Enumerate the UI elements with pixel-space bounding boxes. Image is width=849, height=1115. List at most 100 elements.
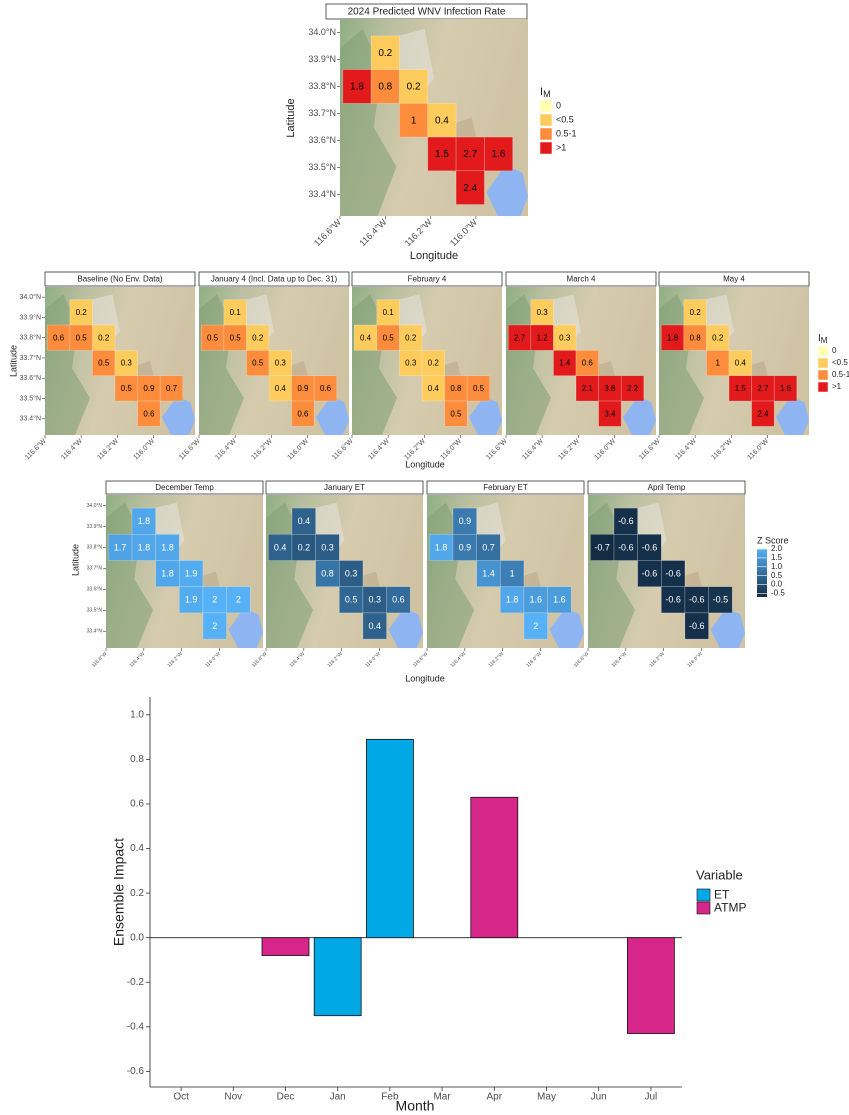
x-tick-label: 116.0°W (286, 437, 311, 462)
x-tick-label: 116.0°W (593, 437, 618, 462)
y-tick-label: 34.0°N (20, 293, 41, 301)
tile-label: 0.5 (252, 359, 264, 368)
legend-key (540, 128, 552, 140)
tile-label: -0.6 (642, 568, 658, 578)
tile-label: 3.4 (604, 409, 616, 418)
tile-label: 0.4 (428, 384, 440, 393)
tile-label: 0.7 (482, 542, 495, 552)
figure: 2024 Predicted WNV Infection Rate0.21.80… (0, 0, 849, 1115)
x-tick-label: Jul (645, 1092, 658, 1103)
legend-label: 1.0 (771, 562, 783, 571)
x-tick-label: 116.2°W (403, 217, 434, 248)
x-tick-label: 116.6°W (412, 651, 430, 669)
tile-label: 0.5 (383, 333, 395, 342)
tile-label: 1.8 (667, 333, 679, 342)
x-tick-label: Dec (277, 1092, 295, 1103)
tile-label: 3.8 (604, 384, 616, 393)
tile-label: 1.7 (114, 542, 127, 552)
tile-label: 0.4 (735, 359, 747, 368)
legend-title: Variable (696, 867, 743, 882)
tile-label: 1 (716, 359, 721, 368)
tile-label: 0.5 (473, 384, 485, 393)
y-tick-label: 0.0 (130, 932, 144, 943)
y-tick-label: 33.7°N (308, 108, 336, 118)
legend-label: ET (714, 888, 730, 902)
legend-label: >1 (556, 142, 566, 152)
tile-label: 1.8 (350, 82, 364, 93)
x-tick-label: 116.4°W (674, 437, 699, 462)
tile-label: 2.7 (757, 384, 769, 393)
tile-label: 0.3 (559, 333, 571, 342)
tile-label: 0.5 (230, 333, 242, 342)
y-axis-title: Latitude (70, 544, 80, 576)
tile-label: 0.6 (582, 359, 594, 368)
tile-label: 1.4 (482, 568, 495, 578)
y-tick-label: 33.7°N (20, 354, 41, 362)
y-tick-label: 33.9°N (308, 54, 336, 64)
tile-label: 1.6 (530, 595, 543, 605)
legend-title: IM (540, 86, 551, 99)
tile-label: 2 (212, 595, 217, 605)
x-tick-label: 116.6°W (23, 437, 48, 462)
tile-label: 0.5 (121, 384, 133, 393)
legend-key (818, 370, 828, 380)
legend-key (697, 902, 710, 914)
x-tick-label: Apr (487, 1092, 503, 1103)
tile-label: 0.5 (98, 359, 110, 368)
x-tick-label: 116.2°W (557, 437, 582, 462)
y-axis-title: Ensemble Impact (111, 838, 127, 946)
tile-label: 0.8 (321, 568, 334, 578)
legend-label: 0.5 (771, 571, 783, 580)
tile-label: 0.6 (392, 595, 405, 605)
x-tick-label: 116.0°W (204, 651, 222, 669)
x-tick-label: 116.6°W (330, 437, 355, 462)
x-tick-label: 116.4°W (289, 651, 307, 669)
panel-title: December Temp (155, 483, 214, 492)
bar (262, 938, 309, 956)
tile-label: -0.6 (618, 542, 634, 552)
y-tick-label: 33.5°N (20, 394, 41, 402)
legend-label: 0 (556, 100, 561, 110)
x-tick-label: 116.4°W (357, 217, 388, 248)
tile-label: 1.8 (138, 516, 151, 526)
tile-label: 0.3 (405, 359, 417, 368)
tile-label: 0.3 (537, 308, 549, 317)
tile-label: 0.3 (275, 359, 287, 368)
tile-label: 0.2 (98, 333, 110, 342)
tile-label: 0.1 (230, 308, 242, 317)
tile-label: 0.2 (298, 542, 311, 552)
tile-label: 0.9 (297, 384, 309, 393)
x-tick-label: 116.4°W (129, 651, 147, 669)
y-tick-label: 33.4°N (87, 629, 103, 635)
y-tick-label: -0.2 (127, 977, 145, 988)
x-tick-label: Jun (591, 1092, 607, 1103)
bar (471, 797, 518, 937)
y-tick-label: 0.2 (130, 888, 144, 899)
legend-key (540, 114, 552, 126)
x-tick-label: 116.4°W (450, 651, 468, 669)
x-axis-title: Longitude (410, 250, 458, 262)
y-tick-label: 33.7°N (87, 566, 103, 572)
panel-title: February 4 (408, 275, 447, 284)
x-tick-label: 116.6°W (251, 651, 269, 669)
x-tick-label: Nov (224, 1092, 242, 1103)
x-tick-label: 116.0°W (746, 437, 771, 462)
x-tick-label: 116.6°W (573, 651, 591, 669)
tile-label: 1.2 (537, 333, 549, 342)
legend-key (540, 142, 552, 154)
panel-title: May 4 (723, 275, 745, 284)
tile-label: 0.6 (143, 409, 155, 418)
tile-label: -0.6 (642, 542, 658, 552)
x-tick-label: Jan (330, 1092, 346, 1103)
tile-label: -0.6 (618, 516, 634, 526)
legend-key (818, 358, 828, 368)
x-axis-title: Month (396, 1098, 435, 1114)
legend-title-sub: M (543, 89, 551, 99)
legend-label: <0.5 (832, 358, 848, 367)
legend-label: 0 (832, 346, 837, 355)
tile-label: 0.5 (207, 333, 219, 342)
tile-label: 1.9 (185, 568, 198, 578)
legend-key (818, 382, 828, 392)
y-tick-label: 33.4°N (308, 189, 336, 199)
y-tick-label: 33.6°N (20, 374, 41, 382)
